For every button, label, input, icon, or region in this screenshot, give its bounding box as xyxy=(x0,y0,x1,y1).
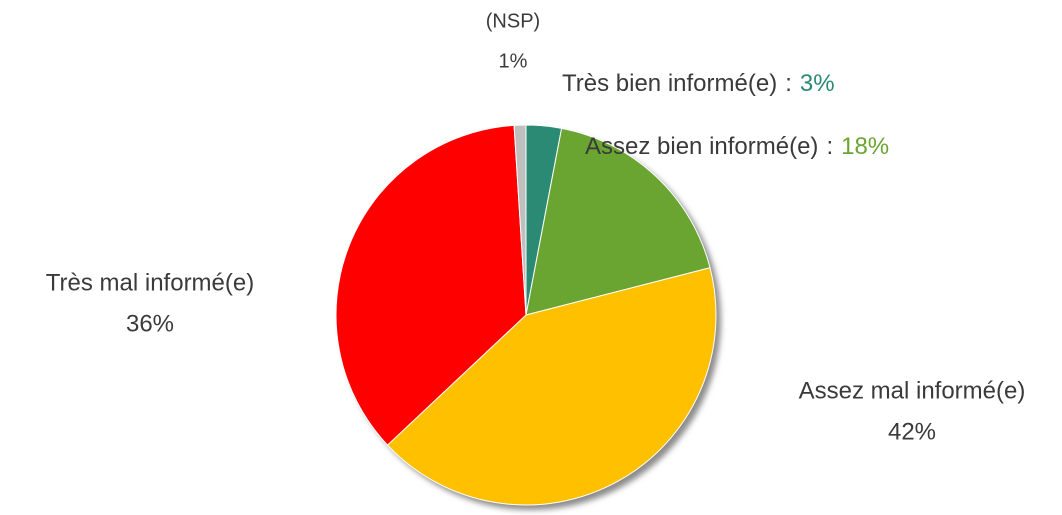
pie-slice xyxy=(335,124,527,446)
labels: Très bien informé(e):3%Assez bien inform… xyxy=(46,10,1026,445)
pie-slice xyxy=(525,127,711,316)
value-label: 42% xyxy=(888,418,936,445)
separator: : xyxy=(785,70,792,97)
value-label: 1% xyxy=(499,50,528,72)
category-name: (NSP) xyxy=(486,10,540,32)
pie-slice xyxy=(386,267,717,506)
value-label: 3% xyxy=(800,70,835,97)
slice-label: Assez bien informé(e):18% xyxy=(585,133,889,160)
value-label: 18% xyxy=(841,133,889,160)
value-label: 36% xyxy=(126,310,174,337)
pie-slice xyxy=(513,124,527,316)
pie xyxy=(335,124,717,506)
category-name: Assez bien informé(e) xyxy=(585,133,818,160)
category-name: Très bien informé(e) xyxy=(562,70,777,97)
slice-label: Très bien informé(e):3% xyxy=(562,70,835,97)
separator: : xyxy=(826,133,833,160)
category-name: Assez mal informé(e) xyxy=(799,377,1026,404)
category-name: Très mal informé(e) xyxy=(46,269,254,296)
